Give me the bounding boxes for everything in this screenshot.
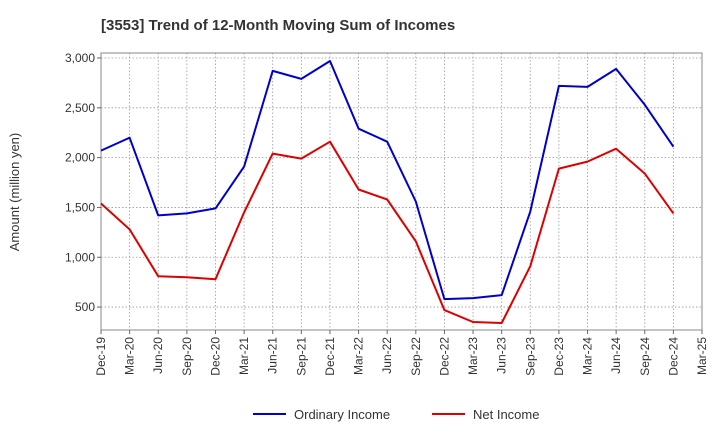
x-tick-label: Mar-23	[466, 337, 480, 375]
x-tick-label: Jun-22	[380, 337, 394, 374]
legend: Ordinary Income Net Income	[253, 407, 539, 422]
x-tick-label: Mar-20	[123, 337, 137, 375]
x-tick-label: Dec-21	[323, 337, 337, 376]
y-tick-label: 2,500	[65, 101, 95, 115]
x-tick-label: Dec-22	[437, 337, 451, 376]
x-tick-label: Sep-23	[523, 337, 537, 376]
y-axis-label: Amount (million yen)	[7, 133, 22, 252]
x-tick-label: Sep-20	[180, 337, 194, 376]
series-lines	[100, 60, 675, 324]
y-tick-label: 1,500	[65, 200, 95, 214]
x-tick-label: Jun-24	[609, 337, 623, 374]
series-line-ordinary-income	[100, 60, 675, 301]
x-tick-label: Sep-21	[294, 337, 308, 376]
x-tick-label: Mar-21	[237, 337, 251, 375]
x-tick-label: Dec-19	[94, 337, 108, 376]
x-tick-label: Dec-23	[552, 337, 566, 376]
x-tick-label: Sep-24	[638, 337, 652, 376]
y-tick-label: 3,000	[65, 51, 95, 65]
x-tick-label: Jun-20	[151, 337, 165, 374]
y-axis: 500 1,000 1,500 2,000 2,500 3,000	[65, 51, 101, 314]
x-tick-label: Dec-20	[208, 337, 222, 376]
grid-lines	[101, 53, 702, 330]
y-tick-label: 2,000	[65, 151, 95, 165]
x-tick-label: Jun-21	[266, 337, 280, 374]
y-tick-label: 500	[75, 300, 95, 314]
legend-label-ordinary-income: Ordinary Income	[294, 407, 390, 422]
y-tick-label: 1,000	[65, 250, 95, 264]
x-tick-label: Jun-23	[495, 337, 509, 374]
plot-area	[100, 52, 703, 331]
x-tick-label: Dec-24	[666, 337, 680, 376]
x-tick-label: Mar-22	[352, 337, 366, 375]
legend-label-net-income: Net Income	[473, 407, 539, 422]
x-tick-label: Mar-25	[695, 337, 709, 375]
x-tick-label: Mar-24	[581, 337, 595, 375]
x-axis: Dec-19 Mar-20 Jun-20 Sep-20 Dec-20 Mar-21 Jun-…	[94, 330, 709, 376]
chart-title: [3553] Trend of 12-Month Moving Sum of I…	[101, 17, 455, 34]
series-line-net-income	[100, 140, 675, 324]
x-tick-label: Sep-22	[409, 337, 423, 376]
